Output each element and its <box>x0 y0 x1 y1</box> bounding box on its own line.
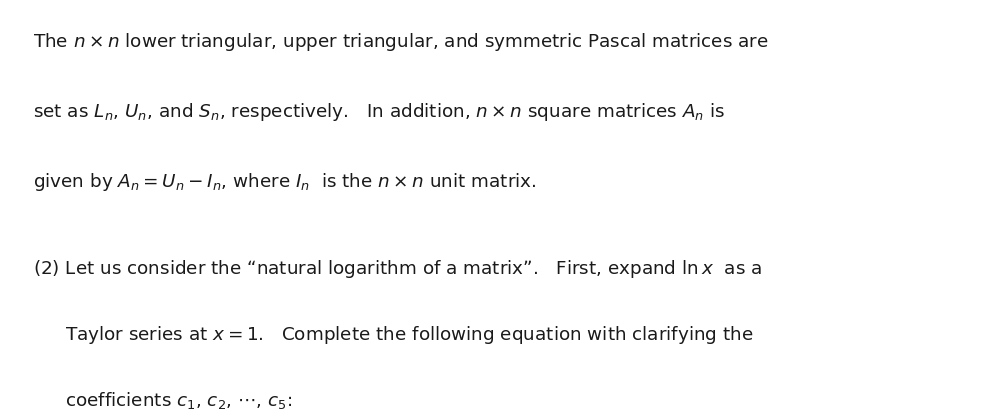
Text: (2) Let us consider the “natural logarithm of a matrix”.   First, expand $\mathr: (2) Let us consider the “natural logarit… <box>33 258 762 280</box>
Text: coefficients $c_1$, $c_2$, $\cdots$, $c_5$:: coefficients $c_1$, $c_2$, $\cdots$, $c_… <box>65 390 292 411</box>
Text: Taylor series at $x = 1$.   Complete the following equation with clarifying the: Taylor series at $x = 1$. Complete the f… <box>65 324 754 346</box>
Text: set as $\mathbf{\mathit{L}}_n$, $\mathbf{\mathit{U}}_n$, and $\mathbf{\mathit{S}: set as $\mathbf{\mathit{L}}_n$, $\mathbf… <box>33 101 725 123</box>
Text: given by $\mathbf{\mathit{A}}_n = \mathbf{\mathit{U}}_n - \mathbf{\mathit{I}}_n$: given by $\mathbf{\mathit{A}}_n = \mathb… <box>33 171 536 193</box>
Text: The $n \times n$ lower triangular, upper triangular, and symmetric Pascal matric: The $n \times n$ lower triangular, upper… <box>33 31 769 53</box>
